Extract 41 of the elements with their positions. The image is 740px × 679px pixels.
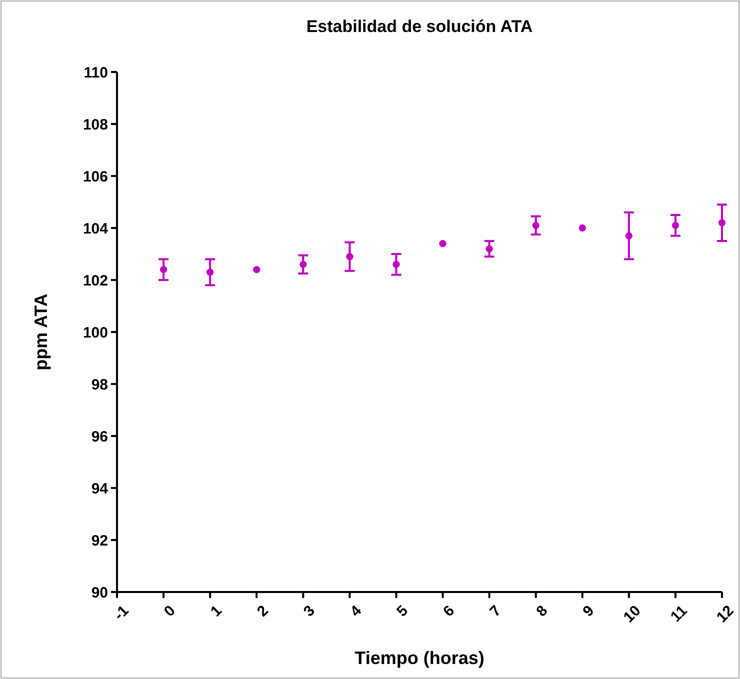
point	[486, 245, 493, 252]
x-tick-label: 11	[667, 602, 691, 626]
x-tick-label: 10	[620, 602, 644, 626]
point	[672, 222, 680, 229]
x-tick-label: 4	[347, 602, 366, 620]
y-tick-label: 110	[84, 64, 108, 82]
x-tick-label: 0	[160, 602, 179, 620]
point	[300, 260, 307, 268]
y-tick-label: 104	[82, 220, 109, 238]
x-axis-title: Tiempo (horas)	[354, 648, 484, 668]
y-tick-label: 94	[91, 480, 109, 498]
x-tick-label: 6	[440, 602, 458, 620]
point	[253, 266, 260, 274]
point	[532, 222, 540, 229]
x-tick-label: 9	[580, 602, 598, 620]
x-tick-label: 2	[254, 602, 272, 620]
x-tick-label: 7	[486, 602, 505, 620]
y-tick-label: 102	[82, 272, 108, 290]
y-tick-label: 100	[82, 324, 108, 342]
x-tick-label: 1	[207, 602, 226, 620]
x-tick-label: 5	[394, 602, 412, 620]
point	[206, 268, 214, 276]
x-tick-label: -1	[110, 602, 132, 624]
point	[578, 224, 586, 232]
y-tick-label: 96	[91, 428, 108, 446]
point	[346, 253, 354, 260]
point	[439, 240, 446, 248]
point	[718, 219, 726, 226]
y-tick-label: 92	[91, 532, 108, 550]
x-tick-label: 3	[300, 602, 318, 620]
chart-title: Estabilidad de solución ATA	[306, 17, 533, 36]
y-tick-label: 90	[91, 584, 108, 602]
y-tick-label: 98	[91, 376, 108, 394]
y-tick-label: 106	[82, 168, 108, 186]
point	[160, 266, 168, 274]
x-tick-label: 12	[713, 602, 738, 626]
point	[625, 232, 632, 240]
x-tick-label: 8	[533, 602, 552, 620]
y-axis-title: ppm ATA	[31, 294, 51, 370]
point	[392, 260, 400, 268]
y-tick-label: 108	[82, 116, 108, 134]
